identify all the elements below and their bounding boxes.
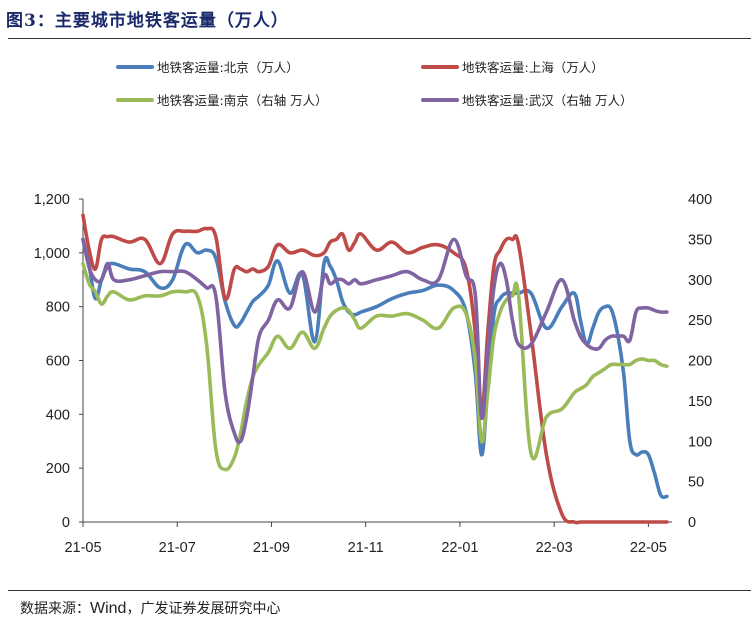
source-name: Wind xyxy=(90,600,127,617)
series-line-beijing xyxy=(81,237,669,500)
legend-label-wuhan: 地铁客运量:武汉（右轴 万人） xyxy=(462,93,633,108)
source-org: ，广发证券发展研究中心 xyxy=(126,601,281,617)
line-chart: 0 200 400 600 800 1,000 1,200 0 50 100 150 200 250 30… xyxy=(34,60,713,556)
x-tick-label: 22-03 xyxy=(536,540,573,556)
left-tick-label: 1,000 xyxy=(34,246,70,262)
x-tick-label: 21-09 xyxy=(253,540,290,556)
source-label: 数据来源： xyxy=(20,601,90,617)
right-tick-label: 300 xyxy=(688,273,712,289)
x-tick-label: 21-07 xyxy=(159,540,196,556)
x-tick-label: 22-01 xyxy=(441,540,478,556)
legend-label-shanghai: 地铁客运量:上海（万人） xyxy=(462,60,604,75)
series-line-nanjing xyxy=(81,261,669,472)
right-tick-label: 0 xyxy=(688,515,696,531)
source-note: 数据来源：Wind，广发证券发展研究中心 xyxy=(20,598,280,618)
chart-title: 图3：主要城市地铁客运量（万人） xyxy=(6,11,289,31)
title-divider xyxy=(8,38,751,39)
right-tick-label: 400 xyxy=(688,192,712,208)
right-tick-label: 200 xyxy=(688,354,712,370)
left-tick-label: 0 xyxy=(62,515,70,531)
x-tick-label: 21-05 xyxy=(64,540,101,556)
right-tick-label: 100 xyxy=(688,434,712,450)
right-tick-label: 150 xyxy=(688,394,712,410)
x-tick-label: 21-11 xyxy=(348,540,384,556)
legend-label-beijing: 地铁客运量:北京（万人） xyxy=(157,60,299,75)
right-tick-label: 250 xyxy=(688,313,712,329)
left-tick-label: 400 xyxy=(46,407,70,423)
right-tick-label: 50 xyxy=(688,475,704,491)
x-tick-label: 22-05 xyxy=(630,540,667,556)
left-tick-label: 600 xyxy=(46,354,70,370)
left-tick-label: 800 xyxy=(46,300,70,316)
source-divider xyxy=(8,590,751,591)
left-tick-label: 1,200 xyxy=(34,192,70,208)
right-tick-label: 350 xyxy=(688,232,712,248)
left-tick-label: 200 xyxy=(46,461,70,477)
legend-label-nanjing: 地铁客运量:南京（右轴 万人） xyxy=(157,93,328,108)
series-line-wuhan xyxy=(81,237,669,445)
series-line-shanghai xyxy=(81,213,669,525)
